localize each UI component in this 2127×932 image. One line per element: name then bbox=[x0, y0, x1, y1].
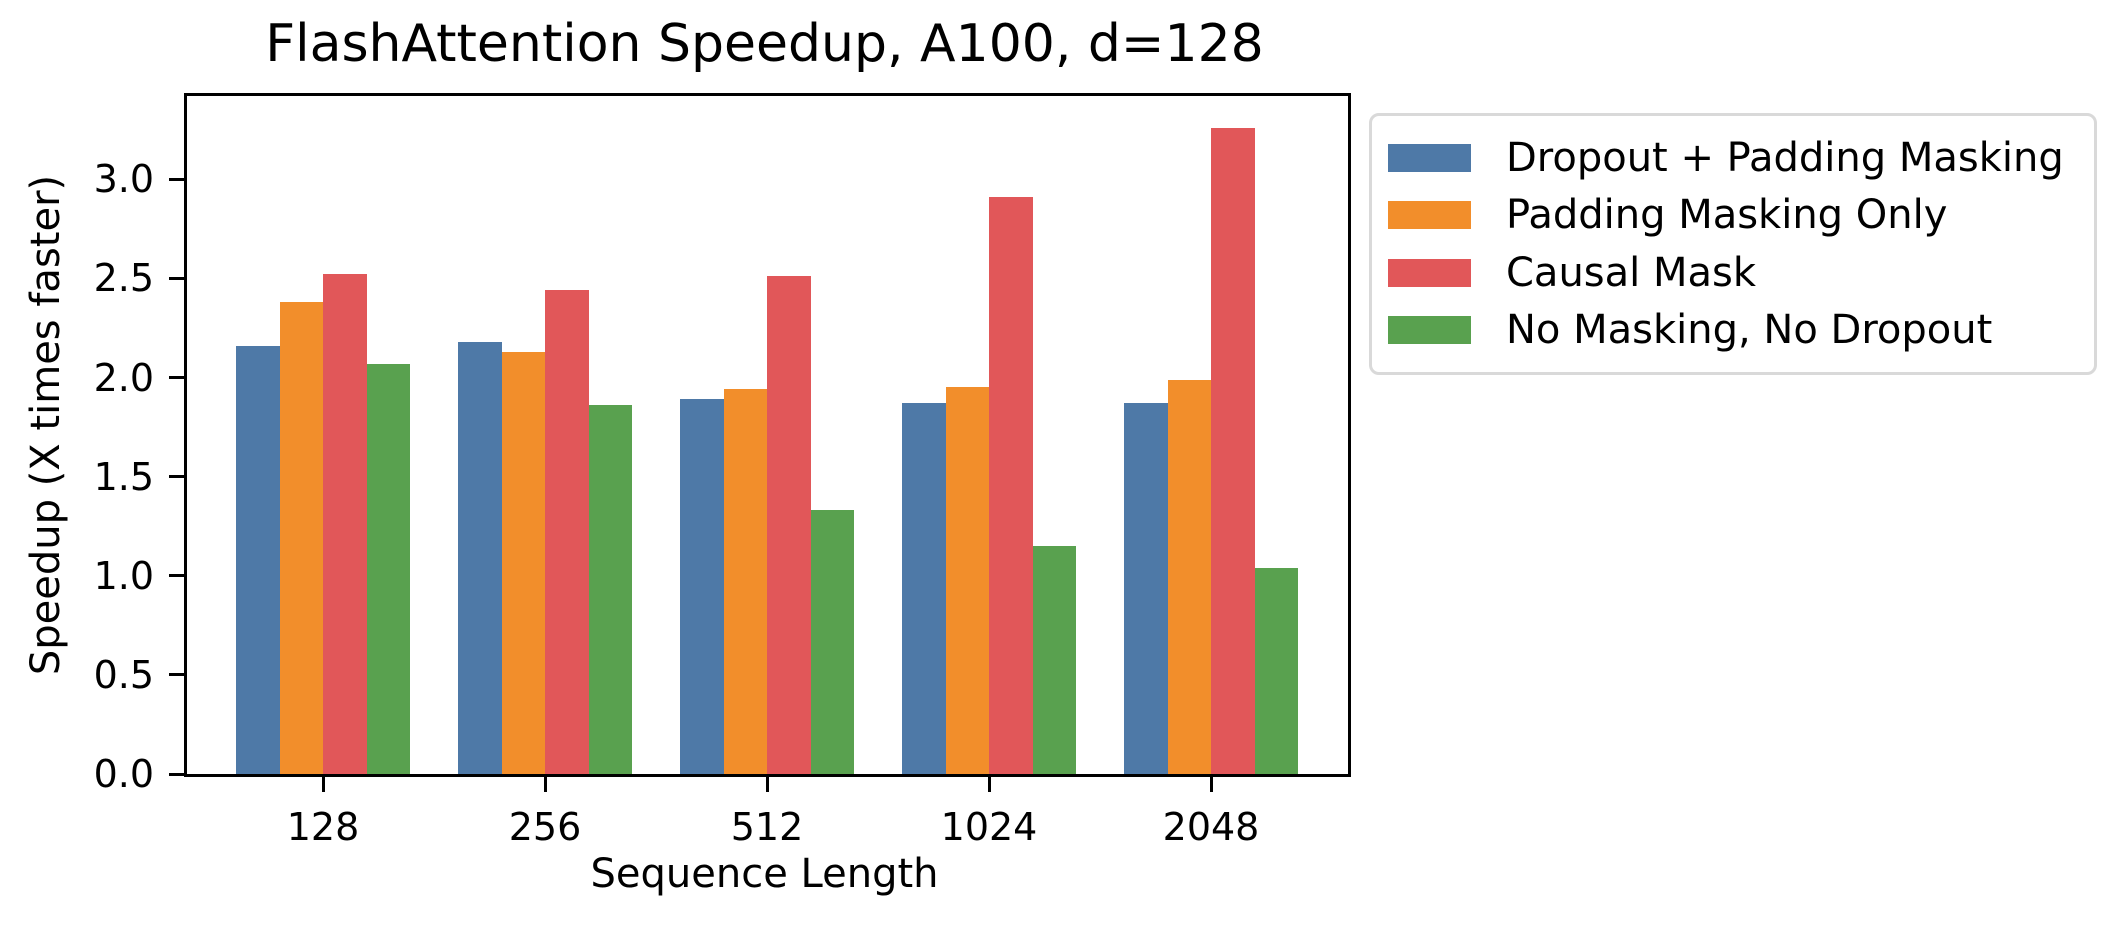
legend-swatch-0 bbox=[1388, 143, 1471, 172]
bar-1024-series-1 bbox=[945, 387, 989, 774]
legend-swatch-2 bbox=[1388, 258, 1471, 287]
y-tick-label: 0.5 bbox=[93, 652, 154, 697]
legend-label-3: No Masking, No Dropout bbox=[1506, 307, 1993, 354]
y-tick-label: 2.5 bbox=[93, 256, 154, 301]
y-tick-mark bbox=[169, 177, 184, 181]
bar-2048-series-2 bbox=[1211, 127, 1255, 774]
legend-row-2: Causal Mask bbox=[1372, 251, 2094, 295]
x-tick-label: 512 bbox=[730, 805, 804, 849]
legend: Dropout + Padding Masking Padding Masking… bbox=[1369, 113, 2097, 375]
x-tick-mark bbox=[987, 777, 991, 792]
y-tick-label: 1.5 bbox=[93, 454, 154, 499]
y-tick-mark bbox=[169, 276, 184, 280]
y-tick-mark bbox=[169, 475, 184, 479]
y-tick-mark bbox=[169, 574, 184, 578]
x-tick-mark bbox=[321, 777, 325, 792]
bar-2048-series-3 bbox=[1254, 567, 1298, 774]
legend-label-2: Causal Mask bbox=[1506, 249, 1756, 296]
bar-1024-series-2 bbox=[989, 197, 1033, 774]
legend-row-0: Dropout + Padding Masking bbox=[1372, 136, 2094, 180]
y-tick-label: 0.0 bbox=[93, 752, 154, 796]
bar-128-series-0 bbox=[236, 345, 280, 774]
x-tick-label: 128 bbox=[286, 805, 360, 849]
y-tick-mark bbox=[169, 376, 184, 379]
bar-512-series-0 bbox=[680, 399, 724, 774]
legend-label-0: Dropout + Padding Masking bbox=[1506, 134, 2064, 181]
bar-1024-series-0 bbox=[902, 403, 946, 774]
legend-label-1: Padding Masking Only bbox=[1506, 192, 1948, 239]
bar-512-series-3 bbox=[810, 510, 854, 774]
legend-row-1: Padding Masking Only bbox=[1372, 193, 2094, 237]
legend-swatch-1 bbox=[1388, 201, 1471, 230]
x-tick-mark bbox=[543, 777, 547, 792]
bar-2048-series-0 bbox=[1124, 403, 1168, 774]
x-tick-mark bbox=[1209, 777, 1213, 792]
bar-256-series-0 bbox=[458, 341, 502, 774]
bar-256-series-1 bbox=[501, 351, 545, 774]
x-tick-label: 256 bbox=[508, 805, 582, 849]
bar-128-series-3 bbox=[366, 363, 410, 774]
plot-area: 0.0 0.5 1.0 1.5 2.0 2.5 3.0 128 256 512 1024 2048 bbox=[94, 93, 1351, 846]
legend-swatch-3 bbox=[1388, 316, 1471, 345]
x-tick-label: 2048 bbox=[1162, 805, 1260, 849]
bar-1024-series-3 bbox=[1032, 546, 1076, 774]
bar-2048-series-1 bbox=[1167, 379, 1211, 774]
chart-title: FlashAttention Speedup, A100, d=128 bbox=[265, 14, 1264, 74]
y-tick-label: 2.0 bbox=[93, 355, 154, 400]
bar-128-series-2 bbox=[323, 274, 367, 774]
y-tick-label: 3.0 bbox=[93, 157, 154, 202]
y-tick-mark bbox=[169, 772, 184, 776]
bar-128-series-1 bbox=[279, 302, 323, 774]
x-tick-label: 1024 bbox=[940, 805, 1038, 849]
bar-512-series-1 bbox=[723, 389, 767, 774]
legend-row-3: No Masking, No Dropout bbox=[1372, 308, 2094, 352]
x-axis-label: Sequence Length bbox=[590, 851, 939, 897]
y-tick-label: 1.0 bbox=[93, 553, 154, 598]
x-tick-mark bbox=[765, 777, 769, 792]
y-axis-label-text: Speedup (X times faster) bbox=[23, 174, 69, 676]
bar-512-series-2 bbox=[767, 276, 811, 774]
bar-256-series-2 bbox=[545, 290, 589, 774]
bar-256-series-3 bbox=[588, 405, 632, 774]
y-tick-mark bbox=[169, 673, 184, 677]
